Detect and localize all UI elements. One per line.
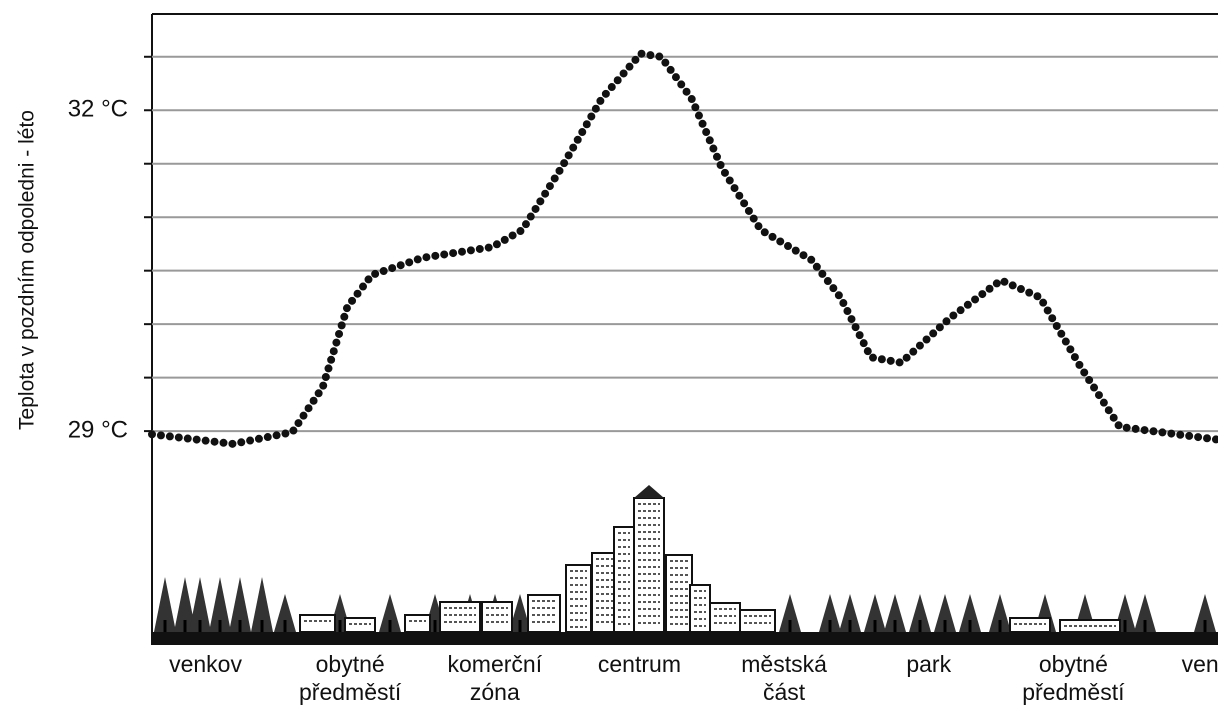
trunk xyxy=(184,620,187,632)
building xyxy=(690,585,710,632)
trunk xyxy=(284,620,287,632)
building xyxy=(740,610,775,632)
trunk xyxy=(239,620,242,632)
x-category-label: venkov xyxy=(141,650,271,678)
x-category-label: komerční zóna xyxy=(430,650,560,706)
x-category-label: park xyxy=(864,650,994,678)
x-category-label: obytné předměstí xyxy=(1008,650,1138,706)
x-category-label: městská část xyxy=(719,650,849,706)
trunk xyxy=(389,620,392,632)
trunk xyxy=(164,620,167,632)
trunk xyxy=(874,620,877,632)
trunk xyxy=(919,620,922,632)
trunk xyxy=(969,620,972,632)
trunk xyxy=(1204,620,1207,632)
building xyxy=(300,615,335,632)
building xyxy=(405,615,430,632)
y-tick-label: 29 °C xyxy=(68,416,128,443)
trunk xyxy=(1124,620,1127,632)
building xyxy=(440,602,480,632)
x-category-label: obytné předměstí xyxy=(285,650,415,706)
trunk xyxy=(261,620,264,632)
trunk xyxy=(199,620,202,632)
skyline-illustration xyxy=(152,485,1218,645)
trunk xyxy=(1144,620,1147,632)
trunk xyxy=(999,620,1002,632)
spire xyxy=(634,485,664,498)
y-axis-title: Teplota v pozdním odpoledni - léto xyxy=(16,110,39,430)
trunk xyxy=(944,620,947,632)
trunk xyxy=(849,620,852,632)
x-category-label: venkov xyxy=(1153,650,1218,678)
trunk xyxy=(829,620,832,632)
trunk xyxy=(434,620,437,632)
chart: Teplota v pozdním odpoledni - léto 29 °C… xyxy=(0,0,1218,711)
building xyxy=(566,565,591,632)
trunk xyxy=(339,620,342,632)
x-category-label: centrum xyxy=(574,650,704,678)
trunk xyxy=(789,620,792,632)
building xyxy=(666,555,692,632)
building xyxy=(482,602,512,632)
page: Teplota v pozdním odpoledni - léto 29 °C… xyxy=(0,0,1218,711)
y-tick-label: 32 °C xyxy=(68,96,128,123)
trunk xyxy=(219,620,222,632)
trunk xyxy=(519,620,522,632)
temperature-line xyxy=(152,54,1218,444)
ground xyxy=(152,632,1218,645)
trunk xyxy=(894,620,897,632)
building xyxy=(710,603,740,632)
